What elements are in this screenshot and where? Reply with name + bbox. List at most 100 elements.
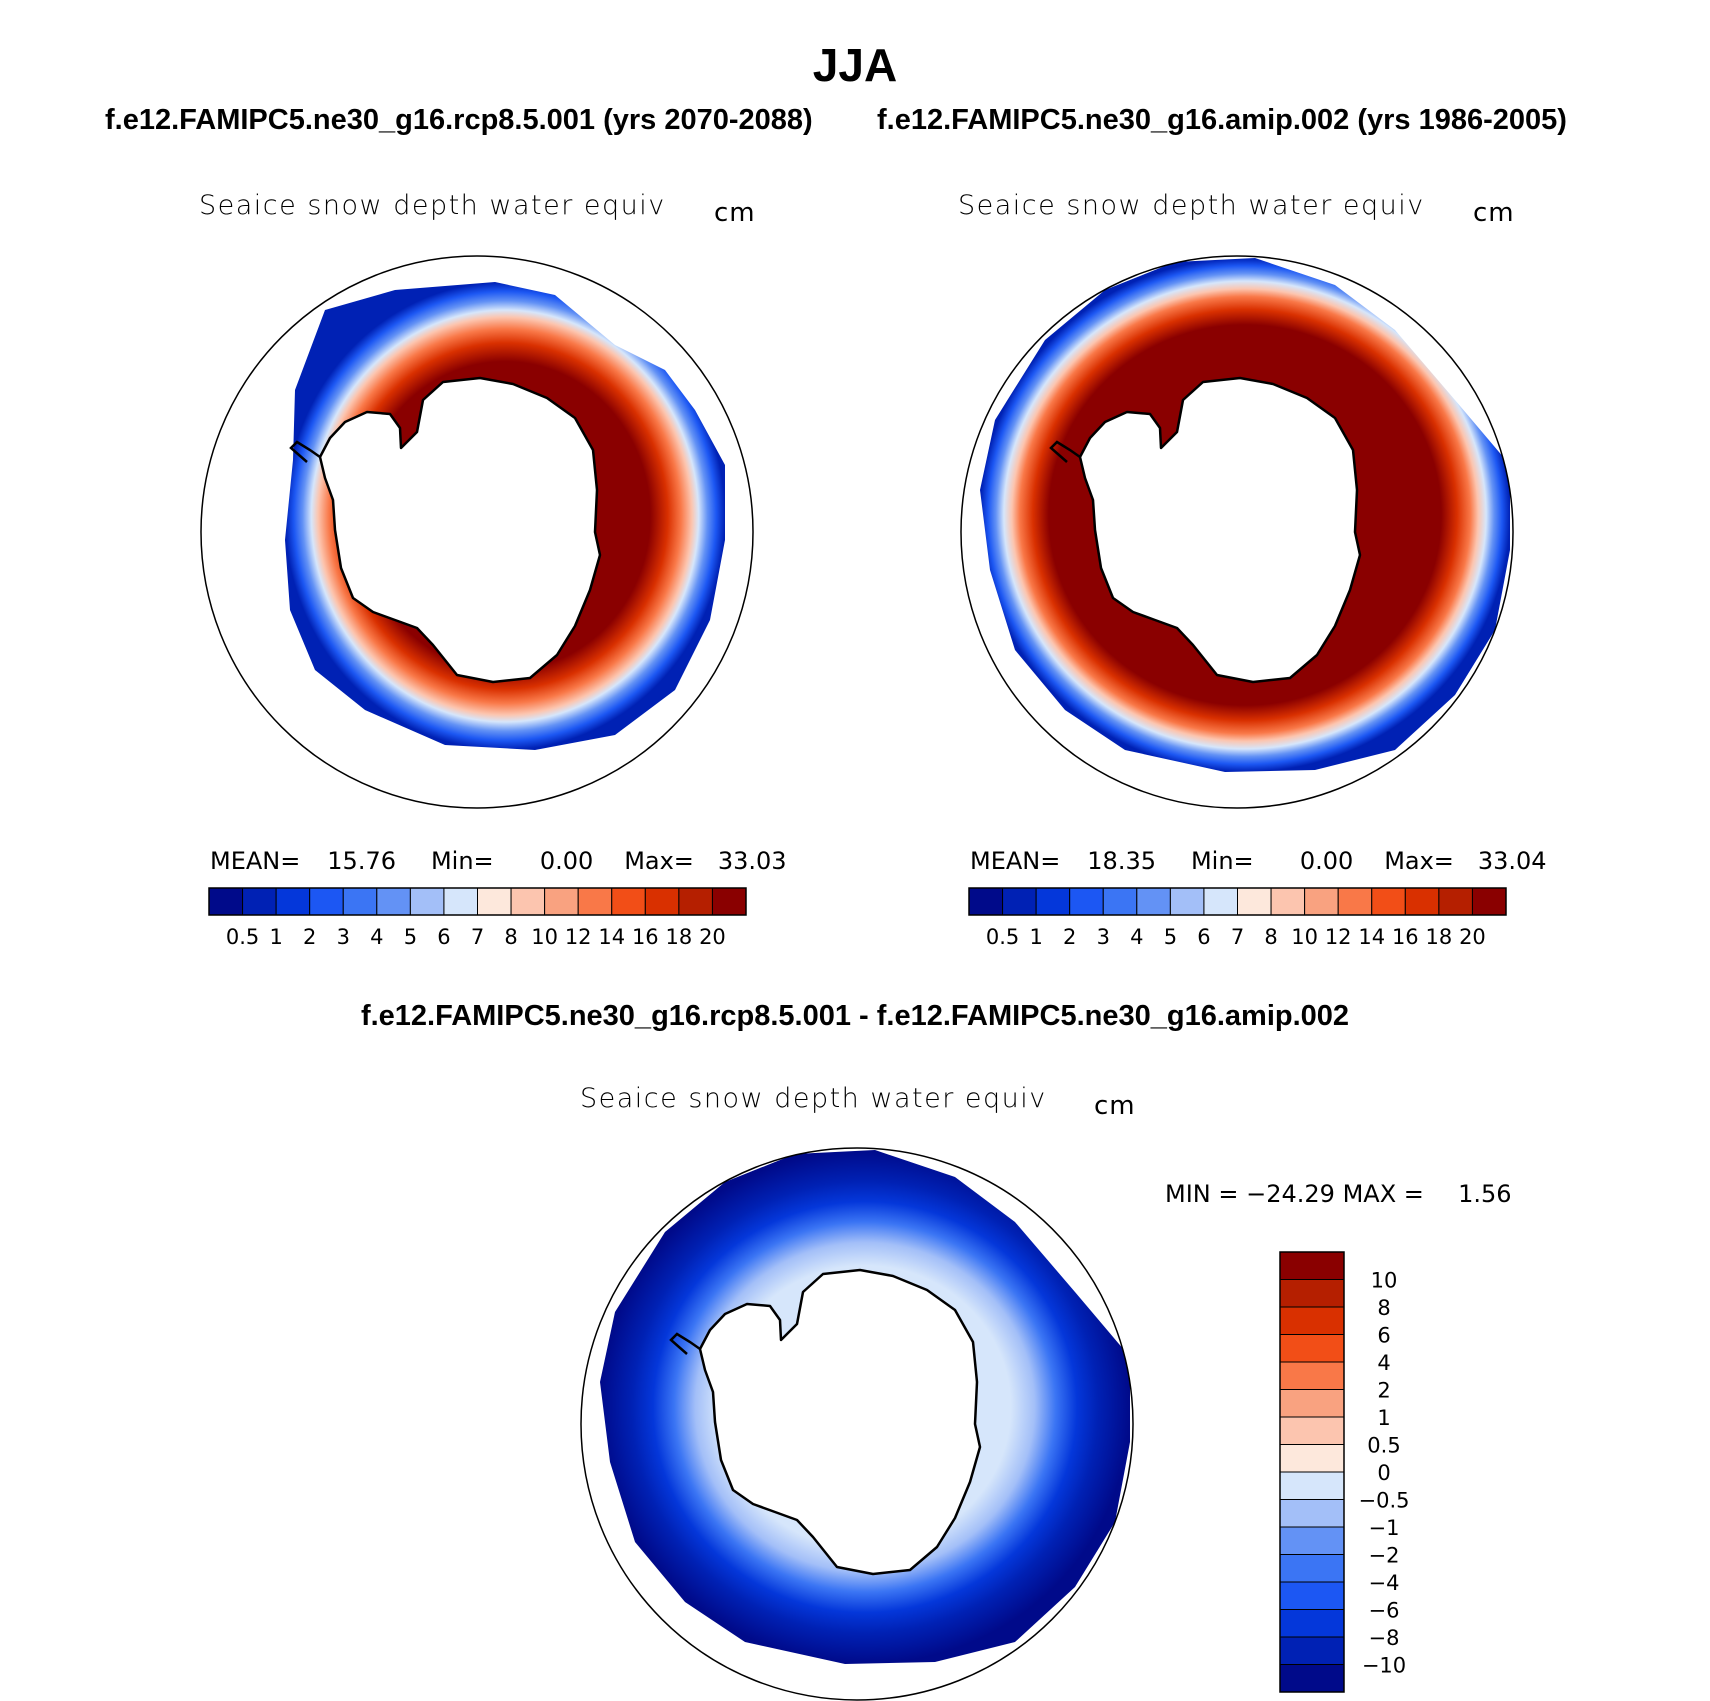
diff-colorbar-tick-label: −2 [1369, 1544, 1400, 1568]
panel-1-colorbar-tick-label: 8 [504, 925, 517, 949]
diff-max-label: MAX = [1342, 1180, 1424, 1208]
panel-1-colorbar-swatch [611, 887, 646, 916]
panel-2-min-value: 0.00 [1299, 847, 1354, 875]
panel-1-colorbar-swatch [342, 887, 378, 916]
diff-colorbar-swatch [1279, 1251, 1345, 1280]
panel-2-max-value: 33.04 [1477, 847, 1547, 875]
panel-1-colorbar-tick-label: 6 [437, 925, 450, 949]
diff-min-label: MIN = [1165, 1180, 1239, 1208]
panel-2-map-boundary [960, 255, 1514, 809]
panel-1-colorbar-tick-label: 14 [598, 925, 625, 949]
diff-colorbar-tick-label: 2 [1377, 1379, 1390, 1403]
panel-1-mean-label: MEAN= [210, 847, 301, 875]
diff-map-boundary [580, 1147, 1134, 1701]
panel-1-max-value: 33.03 [717, 847, 787, 875]
panel-2-colorbar-tick-label: 14 [1358, 925, 1385, 949]
panel-1-colorbar-swatch [544, 887, 579, 916]
panel-2-colorbar-swatch [1438, 887, 1473, 916]
diff-colorbar-tick-label: 10 [1371, 1269, 1398, 1293]
diff-colorbar-swatch [1279, 1279, 1345, 1308]
panel-2-variable-title: Seaice snow depth water equiv [958, 190, 1425, 221]
diff-colorbar-tick-label: 0.5 [1367, 1434, 1400, 1458]
panel-1-colorbar-swatch [376, 887, 411, 916]
panel-2-colorbar-swatch [1270, 887, 1306, 916]
panel-2-colorbar-swatch [1169, 887, 1205, 916]
panel-1-colorbar-tick-label: 16 [632, 925, 659, 949]
diff-map [580, 1147, 1134, 1701]
panel-1-colorbar-frame [208, 887, 747, 916]
diff-colorbar-swatch [1279, 1664, 1345, 1693]
panel-2-colorbar-tick-label: 4 [1130, 925, 1143, 949]
panel-2-stats: MEAN= 18.35 Min= 0.00 Max= 33.04 [970, 847, 1547, 875]
panel-1-colorbar-swatch [443, 887, 478, 916]
panel-2-colorbar-tick-label: 12 [1325, 925, 1352, 949]
panel-2-mean-label: MEAN= [970, 847, 1061, 875]
diff-colorbar: 10 8 6 4 2 1 0.5 0 −0.5 −1 −2 −4 −6 −8 −10 [1279, 1251, 1410, 1693]
panel-2-colorbar-swatch [1404, 887, 1440, 916]
diff-colorbar-swatch [1279, 1389, 1345, 1418]
panel-1-case-title: f.e12.FAMIPC5.ne30_g16.rcp8.5.001 (yrs 2… [105, 104, 813, 136]
panel-2-colorbar-swatch [1002, 887, 1037, 916]
panel-1-colorbar-tick-label: 7 [471, 925, 484, 949]
panel-2-colorbar-frame [968, 887, 1507, 916]
panel-1-colorbar-swatch [477, 887, 512, 916]
panel-2-units: cm [1473, 198, 1515, 228]
diff-colorbar-tick-label: −6 [1369, 1599, 1400, 1623]
panel-2-colorbar-tick-label: 7 [1231, 925, 1244, 949]
panel-1-map [200, 255, 754, 809]
panel-1-colorbar-tick-label: 4 [370, 925, 383, 949]
panel-1-colorbar-swatch [644, 887, 680, 916]
diff-units: cm [1094, 1091, 1136, 1121]
diff-colorbar-swatch [1279, 1334, 1345, 1363]
panel-1-antarctic-peninsula [289, 440, 321, 463]
panel-2-colorbar-tick-label: 6 [1197, 925, 1210, 949]
panel-2-mean-value: 18.35 [1087, 847, 1156, 875]
panel-2-colorbar: 0.5 1 2 3 4 5 6 7 8 10 12 14 16 18 20 [968, 887, 1507, 949]
panel-1-colorbar-swatch [577, 887, 613, 916]
diff-stats: MIN = −24.29 MAX = 1.56 [1165, 1180, 1512, 1208]
panel-1-colorbar-tick-label: 3 [337, 925, 350, 949]
diff-colorbar-tick-label: −4 [1369, 1571, 1400, 1595]
diff-colorbar-swatch [1279, 1609, 1345, 1638]
diff-variable-title: Seaice snow depth water equiv [580, 1083, 1047, 1114]
panel-2-colorbar-tick-label: 10 [1291, 925, 1318, 949]
panel-1-colorbar-swatch [275, 887, 311, 916]
diff-colorbar-swatch [1279, 1416, 1345, 1445]
panel-2-colorbar-swatch [968, 887, 1004, 916]
panel-1-colorbar-swatch [208, 887, 244, 916]
figure-title: JJA [812, 39, 898, 91]
panel-1-max-label: Max= [624, 847, 694, 875]
diff-colorbar-swatch [1279, 1554, 1345, 1583]
panel-2-colorbar-swatch [1471, 887, 1507, 916]
diff-colorbar-tick-label: −0.5 [1359, 1489, 1410, 1513]
diff-colorbar-tick-label: −10 [1362, 1654, 1406, 1678]
diff-colorbar-tick-label: 1 [1377, 1406, 1390, 1430]
diff-colorbar-swatch [1279, 1636, 1345, 1665]
diff-title: f.e12.FAMIPC5.ne30_g16.rcp8.5.001 - f.e1… [360, 1000, 1350, 1032]
panel-2-min-label: Min= [1190, 847, 1254, 875]
panel-1-colorbar-tick-label: 5 [404, 925, 417, 949]
panel-2-colorbar-swatch [1371, 887, 1406, 916]
panel-2-colorbar-swatch [1102, 887, 1138, 916]
panel-2-colorbar-swatch [1203, 887, 1238, 916]
panel-2-colorbar-tick-label: 3 [1097, 925, 1110, 949]
panel-1-colorbar-tick-label: 12 [565, 925, 592, 949]
diff-colorbar-tick-label: 6 [1377, 1324, 1390, 1348]
panel-1-units: cm [714, 198, 756, 228]
panel-1-colorbar-tick-label: 2 [303, 925, 316, 949]
panel-1-colorbar-tick-label: 0.5 [226, 925, 259, 949]
diff-colorbar-tick-label: −1 [1369, 1516, 1400, 1540]
panel-1-min-label: Min= [430, 847, 494, 875]
diff-colorbar-tick-label: 8 [1377, 1296, 1390, 1320]
panel-2-antarctica [1078, 376, 1362, 684]
panel-1-min-value: 0.00 [539, 847, 594, 875]
panel-2-colorbar-swatch [1337, 887, 1373, 916]
panel-2-colorbar-tick-label: 2 [1063, 925, 1076, 949]
panel-2-colorbar-tick-label: 16 [1392, 925, 1419, 949]
diff-colorbar-tick-label: 0 [1377, 1461, 1390, 1485]
diff-colorbar-tick-label: 4 [1377, 1351, 1390, 1375]
diff-colorbar-frame [1279, 1251, 1345, 1693]
panel-2-antarctic-peninsula [1049, 440, 1081, 463]
diff-colorbar-swatch [1279, 1471, 1345, 1500]
panel-1-colorbar-swatch [409, 887, 445, 916]
